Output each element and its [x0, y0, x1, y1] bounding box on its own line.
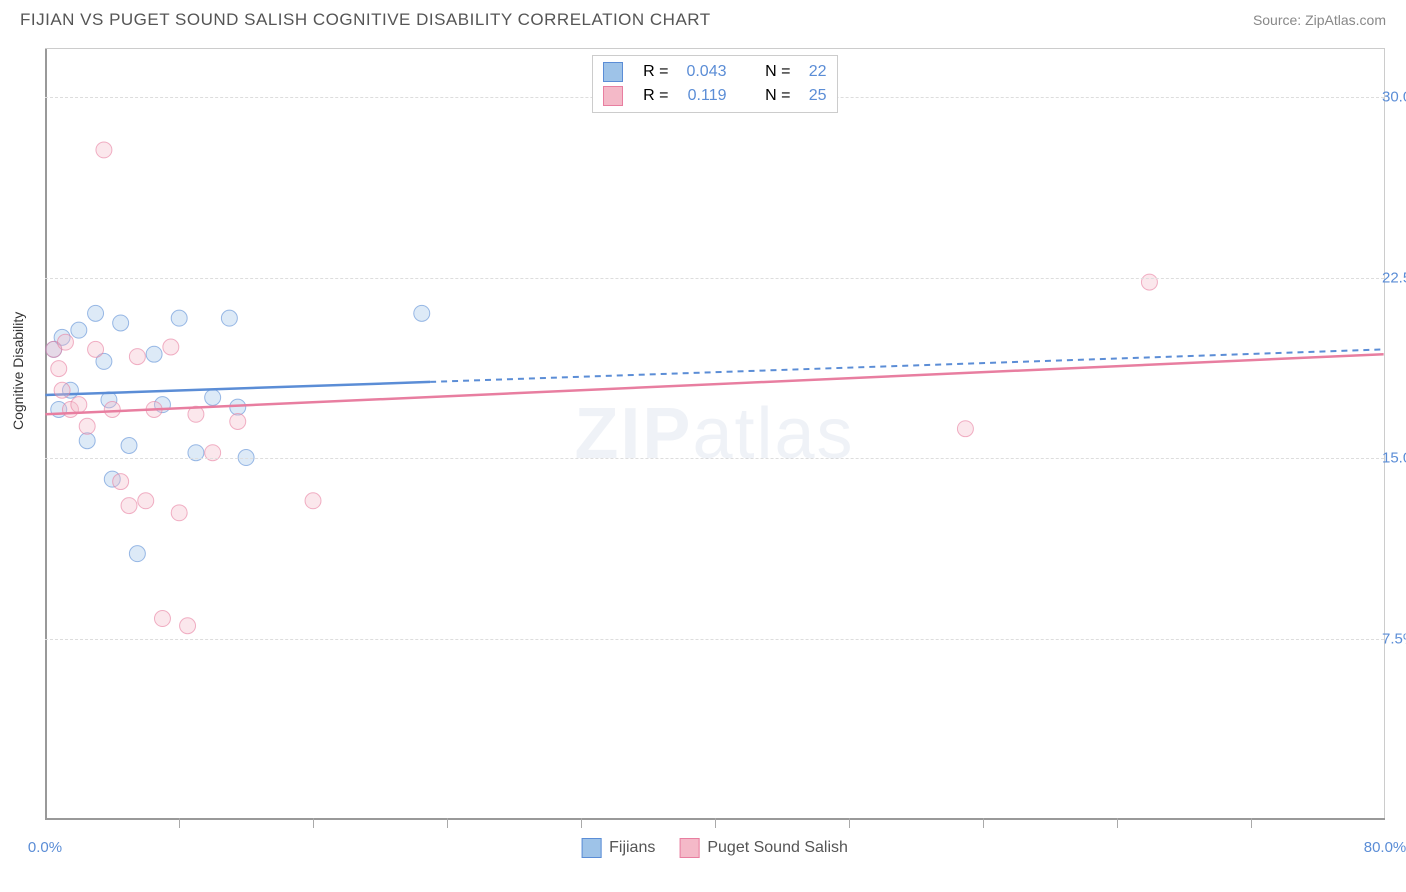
x-tick — [581, 818, 582, 828]
data-point — [79, 433, 95, 449]
r-value: 0.043 — [677, 63, 727, 81]
legend-series: Fijians Puget Sound Salish — [581, 838, 848, 858]
data-point — [1141, 274, 1157, 290]
data-point — [138, 493, 154, 509]
y-tick-label: 7.5% — [1382, 630, 1406, 647]
y-tick-label: 15.0% — [1382, 450, 1406, 467]
data-point — [113, 315, 129, 331]
y-tick-label: 30.0% — [1382, 89, 1406, 106]
x-tick — [179, 818, 180, 828]
legend-series-label: Puget Sound Salish — [707, 839, 848, 857]
data-point — [230, 413, 246, 429]
data-point — [171, 505, 187, 521]
legend-swatch — [679, 838, 699, 858]
data-point — [121, 438, 137, 454]
data-point — [957, 421, 973, 437]
header: FIJIAN VS PUGET SOUND SALISH COGNITIVE D… — [0, 0, 1406, 36]
data-point — [54, 382, 70, 398]
n-value: 22 — [799, 63, 827, 81]
data-point — [79, 418, 95, 434]
x-tick — [715, 818, 716, 828]
x-tick — [313, 818, 314, 828]
data-point — [104, 401, 120, 417]
x-tick-label: 80.0% — [1364, 839, 1406, 856]
data-point — [71, 397, 87, 413]
r-value: 0.119 — [677, 87, 727, 105]
data-point — [51, 361, 67, 377]
x-tick-label: 0.0% — [28, 839, 62, 856]
y-axis-label: Cognitive Disability — [10, 312, 26, 430]
data-point — [129, 349, 145, 365]
legend-series-item: Fijians — [581, 838, 655, 858]
n-value: 25 — [799, 87, 827, 105]
data-point — [180, 618, 196, 634]
legend-series-label: Fijians — [609, 839, 655, 857]
legend-series-item: Puget Sound Salish — [679, 838, 848, 858]
scatter-svg — [45, 49, 1384, 818]
data-point — [154, 611, 170, 627]
x-tick — [849, 818, 850, 828]
data-point — [146, 346, 162, 362]
chart-title: FIJIAN VS PUGET SOUND SALISH COGNITIVE D… — [20, 10, 711, 30]
data-point — [88, 341, 104, 357]
data-point — [205, 389, 221, 405]
data-point — [96, 142, 112, 158]
x-tick — [1117, 818, 1118, 828]
legend-stat-row: R = 0.119 N = 25 — [603, 84, 827, 108]
source-label: Source: ZipAtlas.com — [1253, 12, 1386, 28]
legend-swatch — [581, 838, 601, 858]
data-point — [71, 322, 87, 338]
trend-line — [45, 354, 1383, 414]
data-point — [414, 305, 430, 321]
data-point — [171, 310, 187, 326]
n-label: N = — [753, 87, 791, 105]
data-point — [88, 305, 104, 321]
gridline — [45, 639, 1384, 640]
trend-line-extrapolated — [430, 349, 1384, 382]
data-point — [221, 310, 237, 326]
data-point — [305, 493, 321, 509]
r-label: R = — [631, 63, 669, 81]
x-tick — [983, 818, 984, 828]
x-tick — [1251, 818, 1252, 828]
legend-stat-row: R = 0.043 N = 22 — [603, 60, 827, 84]
trend-line — [45, 382, 430, 395]
legend-stats: R = 0.043 N = 22 R = 0.119 N = 25 — [592, 55, 838, 113]
n-label: N = — [753, 63, 791, 81]
data-point — [113, 474, 129, 490]
gridline — [45, 458, 1384, 459]
y-tick-label: 22.5% — [1382, 269, 1406, 286]
legend-swatch — [603, 62, 623, 82]
r-label: R = — [631, 87, 669, 105]
gridline — [45, 278, 1384, 279]
data-point — [163, 339, 179, 355]
data-point — [121, 498, 137, 514]
data-point — [129, 546, 145, 562]
legend-swatch — [603, 86, 623, 106]
x-tick — [447, 818, 448, 828]
data-point — [57, 334, 73, 350]
plot-area: ZIPatlas R = 0.043 N = 22 R = 0.119 N = … — [45, 48, 1385, 818]
